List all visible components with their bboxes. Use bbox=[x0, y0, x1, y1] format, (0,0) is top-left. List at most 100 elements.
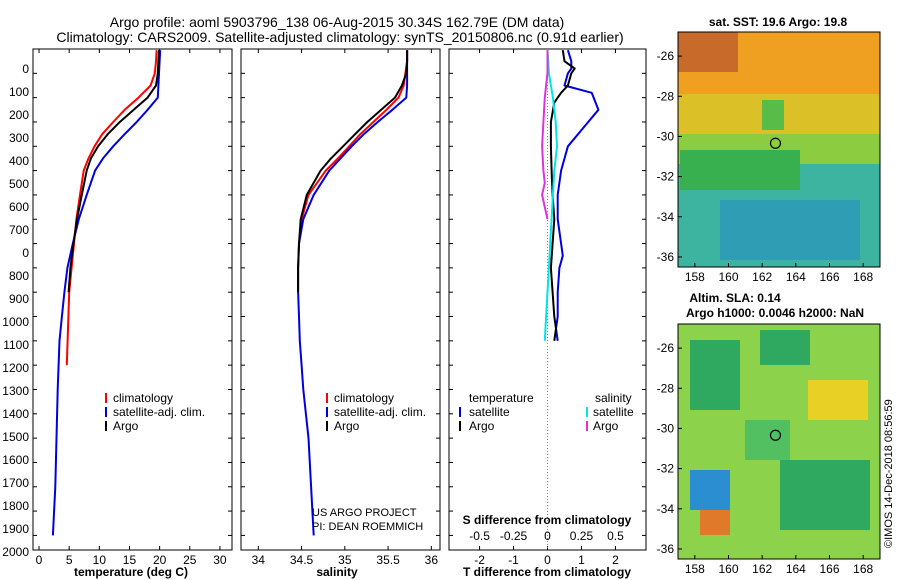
sla-orange-patch bbox=[700, 510, 730, 535]
salinity-panel: 34 34.5 35 35.5 36 salinity climatology sate… bbox=[240, 48, 441, 579]
depth-tick-label: 1800 bbox=[2, 499, 29, 513]
sla-map-title2: Argo h1000: 0.0046 h2000: NaN bbox=[686, 306, 864, 320]
sst-map-frame bbox=[677, 31, 881, 268]
lat-tick-label: -30 bbox=[657, 129, 675, 143]
lat-tick-label: -32 bbox=[657, 462, 675, 476]
depth-tick-label: 1100 bbox=[3, 338, 29, 352]
depth-tick-label: 500 bbox=[9, 177, 29, 191]
sla-dark-patch-3 bbox=[780, 460, 870, 530]
legend-label-t-satellite: satellite bbox=[469, 405, 510, 419]
lon-tick-label: 168 bbox=[853, 270, 873, 284]
legend-temperature-title: temperature bbox=[469, 391, 534, 405]
salinity-axes-box bbox=[240, 48, 441, 551]
depth-tick-label: 1200 bbox=[2, 361, 29, 375]
x-tick-label: 36 bbox=[425, 553, 439, 567]
lon-tick-label: 162 bbox=[752, 562, 772, 576]
difference-legend-temperature: temperature satellite Argo bbox=[459, 391, 534, 433]
x-tick-label: 0 bbox=[36, 553, 43, 567]
legend-label-satellite: satellite-adj. clim. bbox=[334, 405, 426, 419]
x-tick-label: 15 bbox=[123, 553, 137, 567]
s-difference-xlabel: S difference from climatology bbox=[463, 513, 632, 527]
lat-tick-label: -36 bbox=[657, 250, 675, 264]
s-tick-label: 0 bbox=[544, 529, 551, 543]
series-line-argo bbox=[67, 50, 160, 293]
depth-tick-label: 1000 bbox=[2, 315, 29, 329]
depth-tick-label: 1700 bbox=[2, 476, 29, 490]
salinity-lines bbox=[297, 50, 409, 536]
s-difference-scale: -0.5 -0.25 0 0.25 0.5 bbox=[469, 529, 624, 543]
salinity-x-axis: 34 34.5 35 35.5 36 bbox=[252, 49, 439, 567]
sst-cool-patch bbox=[720, 200, 860, 260]
series-line-argo bbox=[297, 50, 409, 293]
temperature-xlabel: temperature (deg C) bbox=[74, 565, 188, 579]
header-line1: Argo profile: aoml 5903796_138 06-Aug-20… bbox=[110, 14, 565, 30]
sla-field bbox=[678, 324, 880, 559]
depth-tick-label: 2000 bbox=[2, 545, 29, 559]
salinity-depth-ticks bbox=[241, 48, 440, 536]
sst-map: sat. SST: 19.6 Argo: 19.8 158 160 162 164 16… bbox=[657, 15, 881, 284]
project-annotation-line1: US ARGO PROJECT bbox=[312, 507, 417, 519]
lat-tick-label: -34 bbox=[657, 210, 675, 224]
sla-map: Altim. SLA: 0.14 Argo h1000: 0.0046 h200… bbox=[657, 291, 881, 576]
difference-xlabel: T difference from climatology bbox=[463, 565, 631, 579]
depth-tick-label: 800 bbox=[9, 269, 29, 283]
sst-lon-axis: 158 160 162 164 166 168 bbox=[685, 263, 873, 284]
depth-tick-label: 1500 bbox=[2, 430, 29, 444]
depth-tick-label: 1600 bbox=[2, 453, 29, 467]
depth-tick-label: 0 bbox=[22, 246, 29, 260]
sla-profile-marker bbox=[769, 429, 782, 441]
lat-tick-label: -32 bbox=[657, 170, 675, 184]
lon-tick-label: 162 bbox=[752, 270, 772, 284]
project-annotation-line2: PI: DEAN ROEMMICH bbox=[312, 521, 423, 533]
lon-tick-label: 166 bbox=[819, 270, 839, 284]
depth-tick-label: 200 bbox=[9, 108, 29, 122]
lon-tick-label: 164 bbox=[786, 270, 806, 284]
difference-depth-ticks bbox=[449, 48, 646, 536]
depth-tick-label: 400 bbox=[9, 154, 29, 168]
legend-label-s-satellite: satellite bbox=[593, 405, 634, 419]
depth-tick-label: 900 bbox=[9, 292, 29, 306]
legend-label-climatology: climatology bbox=[334, 391, 394, 405]
temperature-legend: climatology satellite-adj. clim. Argo bbox=[105, 391, 205, 433]
legend-label-satellite: satellite-adj. clim. bbox=[113, 405, 205, 419]
x-tick-label: 34.5 bbox=[290, 553, 314, 567]
x-tick-label: 35.5 bbox=[376, 553, 400, 567]
s-tick-label: -0.25 bbox=[500, 529, 528, 543]
depth-tick-label: 600 bbox=[9, 200, 29, 214]
legend-label-argo: Argo bbox=[334, 419, 360, 433]
lon-tick-label: 160 bbox=[718, 270, 738, 284]
depth-tick-label: 0 bbox=[22, 62, 29, 76]
series-line-s-argo bbox=[541, 50, 549, 220]
sla-map-frame bbox=[677, 323, 881, 560]
lat-tick-label: -26 bbox=[657, 49, 675, 63]
series-line-s-satellite bbox=[543, 50, 558, 341]
s-tick-label: 0.5 bbox=[607, 529, 624, 543]
x-tick-label: 10 bbox=[93, 553, 107, 567]
salinity-xlabel: salinity bbox=[316, 565, 358, 579]
x-tick-label: -1 bbox=[508, 553, 519, 567]
sst-green-intrusion bbox=[762, 100, 784, 130]
lat-tick-label: -30 bbox=[657, 421, 675, 435]
x-tick-label: 2 bbox=[612, 553, 619, 567]
lon-tick-label: 166 bbox=[819, 562, 839, 576]
sla-mid-patch bbox=[745, 420, 790, 460]
x-tick-label: 5 bbox=[66, 553, 73, 567]
sst-map-title: sat. SST: 19.6 Argo: 19.8 bbox=[709, 15, 848, 29]
sla-lat-axis: -26 -28 -30 -32 -34 -36 bbox=[657, 341, 682, 556]
x-tick-label: 35 bbox=[338, 553, 352, 567]
depth-tick-label: 700 bbox=[9, 223, 29, 237]
difference-x-axis: -2 -1 0 1 2 bbox=[474, 49, 619, 567]
header-line2: Climatology: CARS2009. Satellite-adjuste… bbox=[56, 29, 623, 45]
depth-axis: 0 100 200 300 400 500 600 700 0 800 900 1000 1100 120… bbox=[2, 48, 232, 559]
s-tick-label: 0.25 bbox=[570, 529, 594, 543]
difference-legend-salinity: salinity satellite Argo bbox=[586, 391, 634, 433]
legend-label-climatology: climatology bbox=[113, 391, 173, 405]
sla-dark-patch-2 bbox=[760, 330, 810, 365]
s-tick-label: -0.5 bbox=[469, 529, 490, 543]
salinity-legend: climatology satellite-adj. clim. Argo bbox=[326, 391, 426, 433]
sla-blue-patch bbox=[690, 470, 730, 510]
temperature-lines bbox=[51, 50, 162, 536]
x-tick-label: 1 bbox=[578, 553, 585, 567]
lon-tick-label: 164 bbox=[786, 562, 806, 576]
